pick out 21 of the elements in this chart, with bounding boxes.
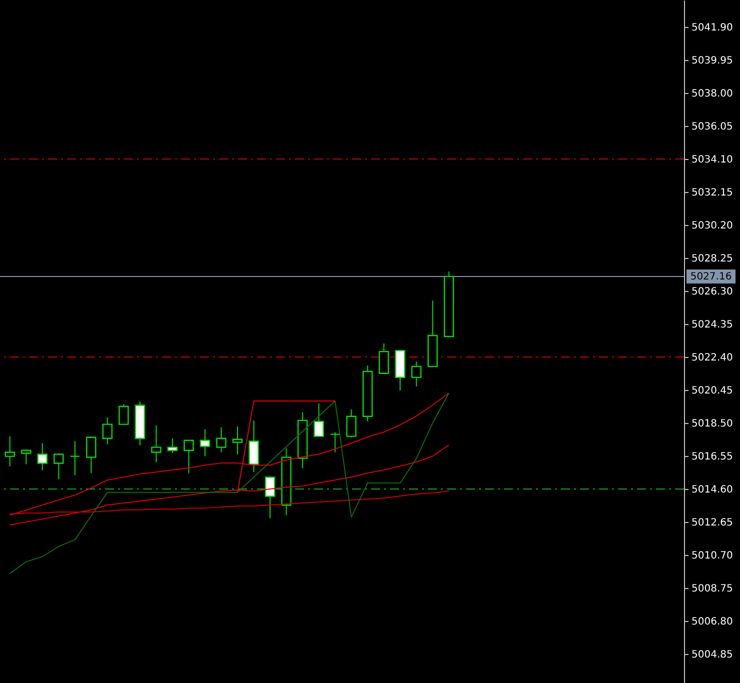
y-tick-label: 5018.50 (692, 418, 733, 430)
y-tick-label: 5026.30 (692, 286, 733, 298)
y-tick-label: 5036.05 (692, 122, 733, 133)
y-tick-label: 5038.00 (692, 88, 733, 100)
y-tick-label: 5016.55 (692, 451, 733, 462)
y-tick-label: 5012.65 (692, 517, 733, 528)
y-tick-label: 5022.40 (692, 352, 733, 364)
y-tick-label: 5004.85 (692, 649, 733, 660)
y-tick-label: 5028.25 (692, 254, 733, 265)
y-tick-label: 5039.95 (692, 56, 733, 67)
y-tick-label: 5024.35 (692, 319, 733, 330)
y-tick-label: 5010.70 (692, 550, 733, 562)
y-tick-label: 5041.90 (692, 22, 733, 34)
y-tick-label: 5032.15 (692, 188, 733, 199)
ref-line-label: 5027.16 (690, 271, 732, 282)
y-tick-label: 5020.45 (692, 385, 733, 396)
y-tick-label: 5006.80 (692, 616, 733, 628)
y-tick-label: 5030.20 (692, 220, 733, 232)
y-tick-label: 5014.60 (692, 484, 733, 496)
y-tick-label: 5008.75 (692, 583, 733, 594)
y-tick-label: 5034.10 (692, 154, 733, 166)
